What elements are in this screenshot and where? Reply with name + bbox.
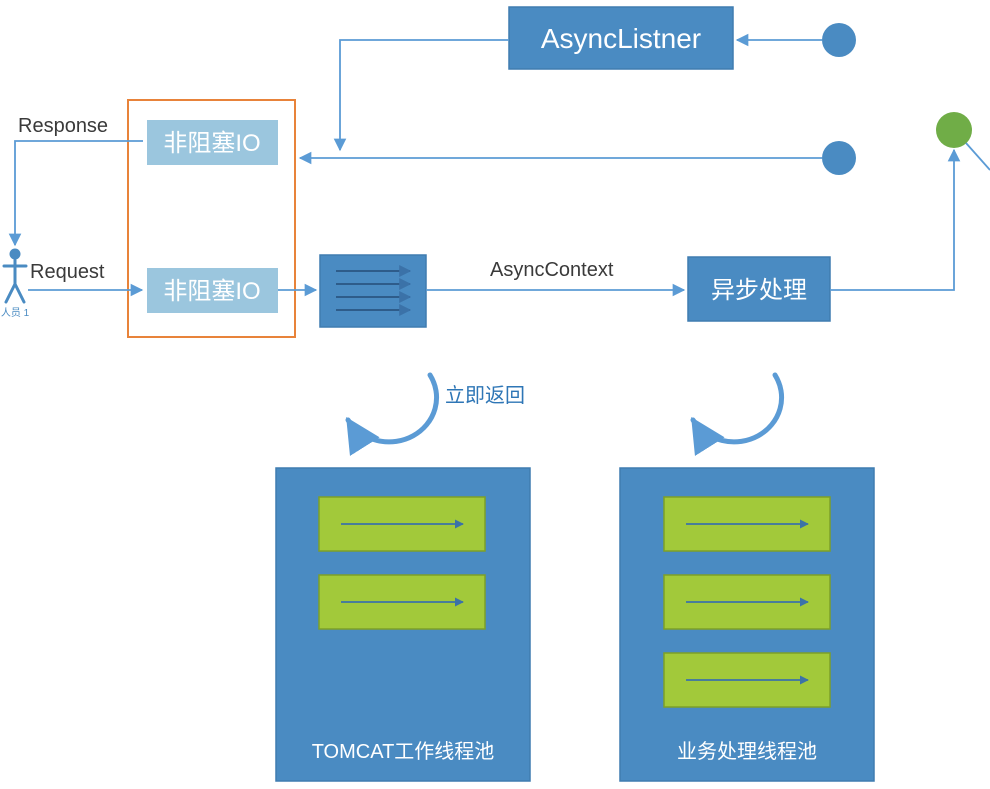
nonblock-io-bottom-label: 非阻塞IO (163, 278, 260, 305)
edge-green-diagonal (966, 143, 990, 170)
blue-circle-mid (822, 141, 856, 175)
edge-response (15, 141, 143, 245)
tomcat-pool-label: TOMCAT工作线程池 (312, 740, 495, 763)
return-immediately-label: 立即返回 (445, 384, 525, 407)
worker-box (320, 255, 426, 327)
request-label: Request (30, 261, 105, 283)
person-icon: 人员 1 (1, 249, 30, 320)
loop-left-icon (348, 375, 437, 442)
nonblock-io-top-label: 非阻塞IO (163, 130, 260, 157)
asynccontext-label: AsyncContext (490, 259, 614, 281)
async-listener-label: AsyncListner (541, 23, 701, 54)
async-listener-box: AsyncListner (509, 7, 733, 69)
edge-listener-to-io (340, 40, 509, 150)
async-process-label: 异步处理 (711, 277, 807, 304)
response-label: Response (18, 115, 108, 137)
blue-circle-top (822, 23, 856, 57)
loop-right-icon (693, 375, 782, 442)
business-pool-label: 业务处理线程池 (677, 740, 817, 763)
person-label: 人员 1 (1, 307, 30, 319)
io-container: 非阻塞IO 非阻塞IO (128, 100, 295, 337)
async-process-box: 异步处理 (688, 257, 830, 321)
diagram-canvas: AsyncListner 非阻塞IO 非阻塞IO 异步处理 TOMCAT工作线程… (0, 0, 990, 789)
